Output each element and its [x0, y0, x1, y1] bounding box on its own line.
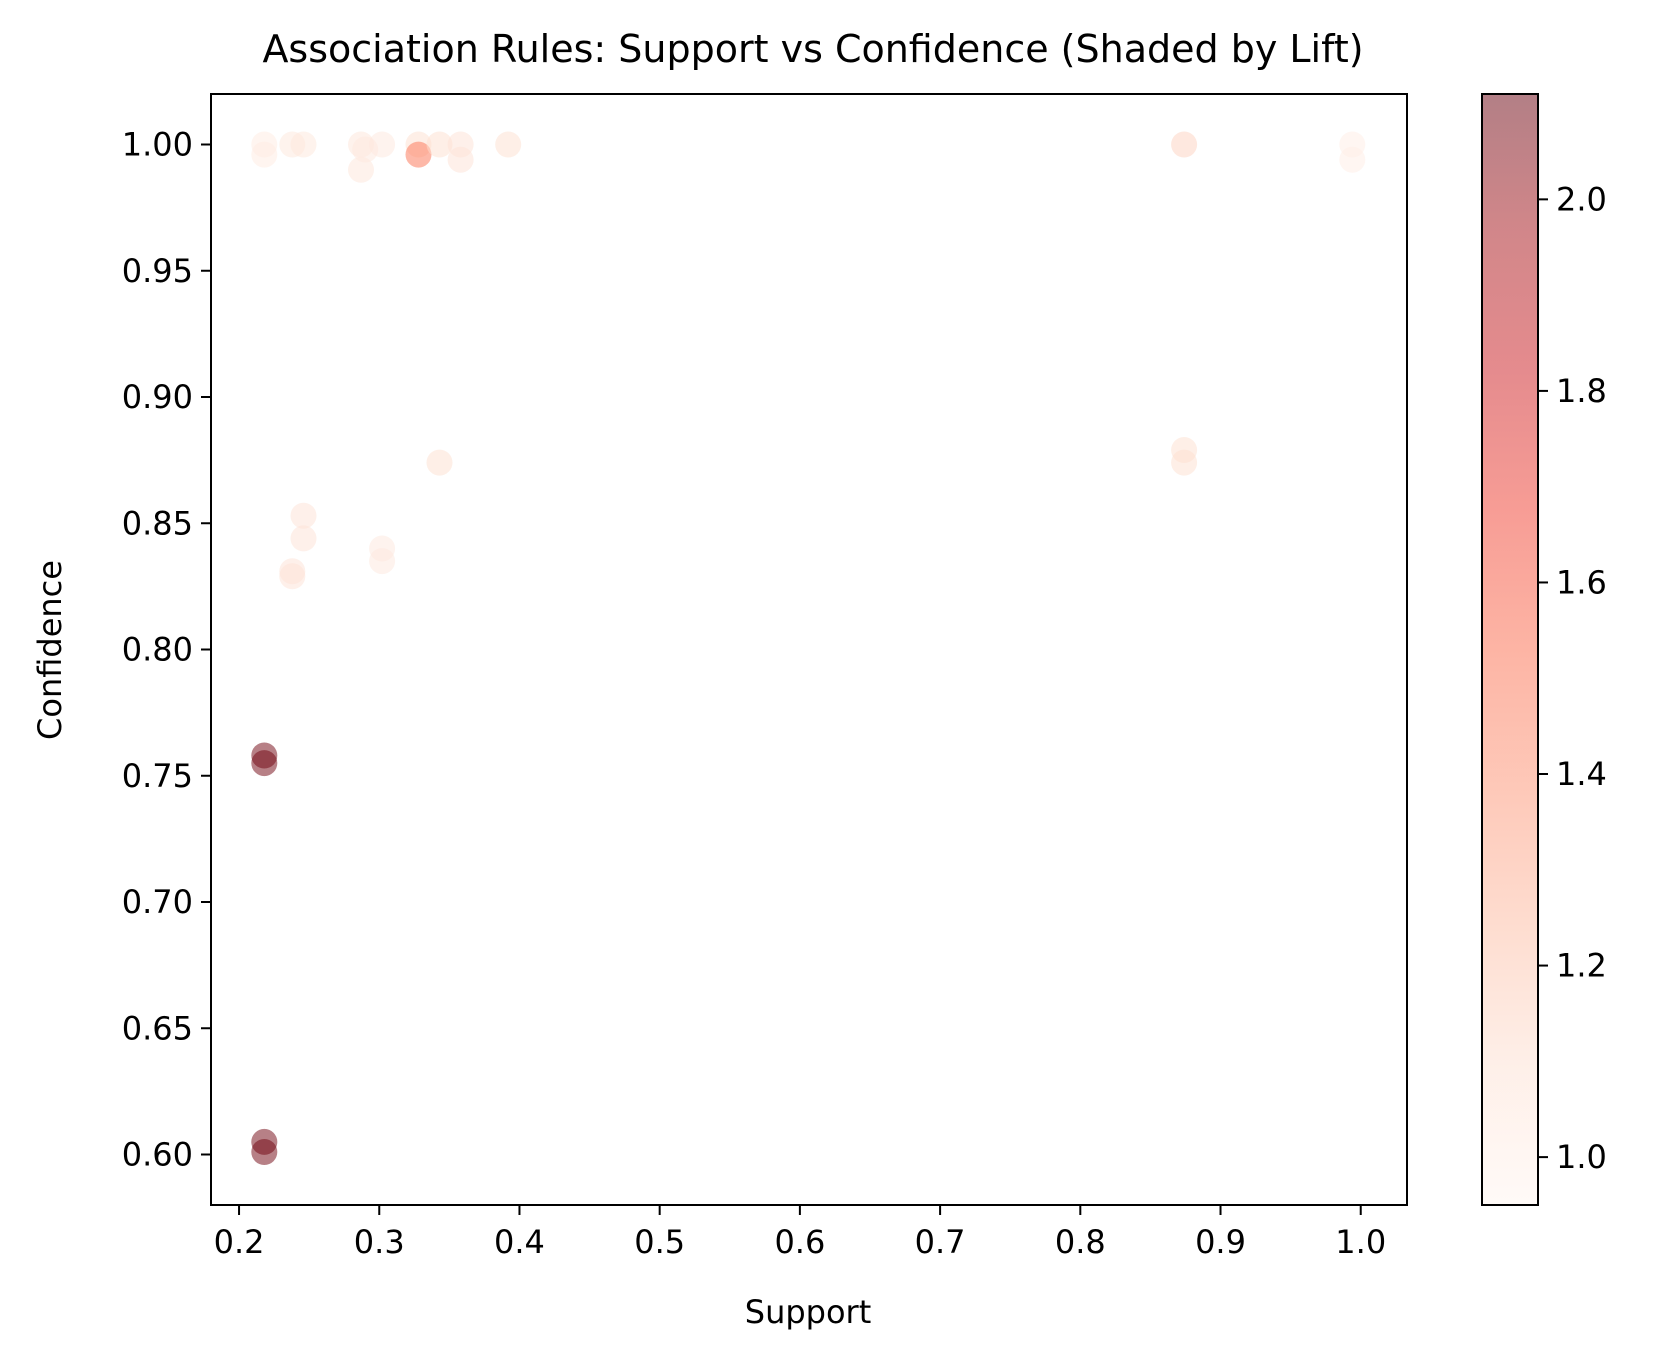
- data-point-1: [251, 141, 278, 168]
- y-tick-label: 0.75: [122, 757, 193, 795]
- plot-area: [211, 94, 1407, 1205]
- colorbar-tick-label: 1.8: [1556, 372, 1607, 410]
- x-tick-label: 0.8: [1055, 1223, 1106, 1261]
- colorbar-tick-label: 1.4: [1556, 755, 1607, 793]
- y-axis-label: Confidence: [31, 560, 69, 740]
- data-point-19: [426, 449, 453, 476]
- data-points: [251, 131, 1366, 1165]
- y-tick-label: 0.65: [122, 1009, 193, 1047]
- data-point-7: [369, 131, 396, 158]
- data-point-21: [290, 525, 317, 552]
- colorbar-tick-label: 1.0: [1556, 1138, 1607, 1176]
- colorbar-tick-label: 1.6: [1556, 563, 1607, 601]
- y-tick-label: 0.70: [122, 883, 193, 921]
- data-point-14: [1171, 131, 1198, 158]
- y-axis-ticks: 0.60 0.65 0.70 0.75 0.80 0.85 0.90 0.95 1.00: [122, 126, 211, 1174]
- data-point-25: [369, 548, 396, 575]
- colorbar: [1482, 94, 1538, 1205]
- data-point-18: [1171, 449, 1198, 476]
- data-point-5: [348, 156, 374, 183]
- data-point-12: [447, 146, 474, 173]
- data-point-3: [290, 131, 317, 158]
- colorbar-frame: [1481, 93, 1539, 1206]
- y-tick-label: 0.90: [122, 378, 193, 416]
- data-point-29: [251, 1139, 278, 1165]
- x-tick-label: 0.6: [774, 1223, 825, 1261]
- data-point-13: [495, 131, 522, 158]
- data-point-16: [1339, 146, 1366, 173]
- y-tick-label: 0.80: [122, 631, 193, 669]
- x-tick-label: 0.5: [634, 1223, 685, 1261]
- y-tick-label: 0.85: [122, 504, 193, 542]
- x-axis-ticks: 0.2 0.3 0.4 0.5 0.6 0.7 0.8 0.9 1.0: [214, 1205, 1386, 1261]
- x-tick-label: 0.3: [354, 1223, 405, 1261]
- data-point-10: [426, 131, 453, 158]
- colorbar-ticks: 1.0 1.2 1.4 1.6 1.8 2.0: [1538, 180, 1607, 1176]
- x-tick-label: 0.7: [915, 1223, 966, 1261]
- data-point-27: [251, 750, 278, 777]
- x-tick-label: 0.4: [494, 1223, 545, 1261]
- y-tick-label: 0.95: [122, 252, 193, 290]
- colorbar-tick-label: 1.2: [1556, 947, 1607, 985]
- x-axis-label: Support: [745, 1293, 872, 1331]
- data-point-9: [405, 141, 432, 168]
- x-tick-label: 0.2: [214, 1223, 265, 1261]
- colorbar-tick-label: 2.0: [1556, 180, 1607, 218]
- y-tick-label: 1.00: [122, 126, 193, 164]
- chart-title: Association Rules: Support vs Confidence…: [262, 27, 1363, 71]
- y-tick-label: 0.60: [122, 1136, 193, 1174]
- x-tick-label: 0.9: [1195, 1223, 1246, 1261]
- x-tick-label: 1.0: [1335, 1223, 1386, 1261]
- data-point-23: [279, 563, 306, 590]
- data-point-20: [290, 502, 317, 529]
